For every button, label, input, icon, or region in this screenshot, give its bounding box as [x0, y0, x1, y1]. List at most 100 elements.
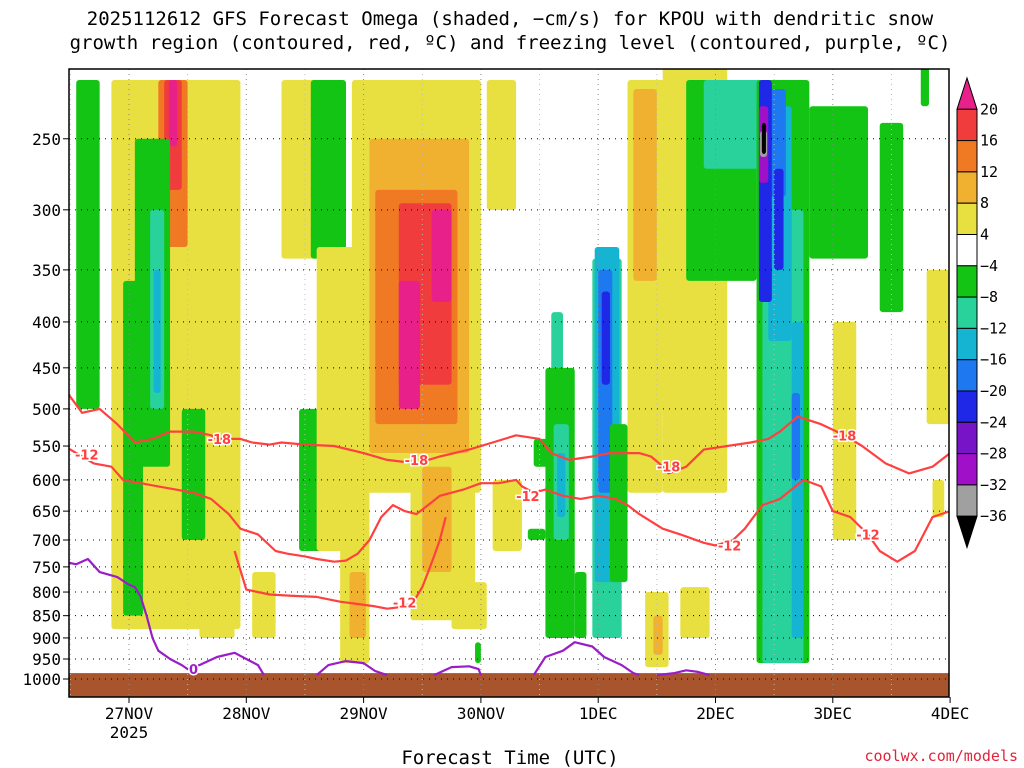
- contour-label: -12: [516, 490, 540, 505]
- contour-label: -18: [833, 429, 857, 444]
- omega-patch: [633, 88, 657, 281]
- y-tick-label: 300: [32, 201, 61, 220]
- omega-patch: [199, 596, 235, 638]
- freezing-level-0b: [315, 660, 388, 677]
- freezing-level-0: [69, 557, 265, 676]
- freezing-level-0e: [656, 669, 710, 677]
- colorbar-segment: [956, 108, 978, 142]
- dgz-bottom-minus-12: [69, 447, 949, 563]
- omega-patch: [680, 587, 710, 638]
- omega-patch: [422, 466, 452, 573]
- y-tick-label: 350: [32, 261, 61, 280]
- omega-patch: [932, 479, 945, 518]
- dgz-top-minus-18: [69, 393, 253, 444]
- colorbar-label: −32: [980, 476, 1007, 494]
- colorbar-bottom-triangle: [956, 515, 978, 550]
- omega-patch: [527, 528, 546, 541]
- title-line-2: growth region (contoured, red, ºC) and f…: [70, 32, 951, 54]
- y-tick-label: 850: [32, 607, 61, 626]
- omega-patch: [557, 453, 566, 518]
- omega-patch: [879, 122, 904, 313]
- omega-patch: [252, 572, 276, 638]
- x-tick-label: 4DEC: [931, 704, 970, 723]
- colorbar-top-triangle: [956, 76, 978, 110]
- omega-patch: [703, 80, 763, 169]
- x-axis-label: Forecast Time (UTC): [401, 747, 618, 768]
- omega-patch: [492, 479, 522, 551]
- colorbar-label: −36: [980, 507, 1007, 525]
- colorbar-label: −4: [980, 257, 998, 275]
- omega-patch: [574, 572, 587, 638]
- omega-patch: [920, 69, 929, 107]
- x-tick-label: 2DEC: [696, 704, 735, 723]
- terrain-fill: [69, 673, 949, 697]
- omega-patch: [168, 80, 178, 147]
- omega-patch: [832, 321, 857, 541]
- y-tick-label: 250: [32, 130, 61, 149]
- y-tick-label: 450: [32, 359, 61, 378]
- colorbar-label: −20: [980, 382, 1007, 400]
- colorbar-segment: [956, 421, 978, 455]
- omega-patch: [76, 80, 100, 409]
- title-line-1: 2025112612 GFS Forecast Omega (shaded, −…: [87, 8, 934, 30]
- colorbar-label: 16: [980, 132, 998, 150]
- contours: -12 -18 -18 -12 -18 -12 -12 -18 -12 0: [69, 393, 949, 680]
- colorbar-label: 8: [980, 194, 989, 212]
- y-tick-label: 650: [32, 502, 61, 521]
- colorbar-label: −12: [980, 319, 1007, 337]
- colorbar-segment: [956, 140, 978, 173]
- x-tick-label: 30NOV: [457, 704, 506, 723]
- colorbar: 20 16 12 8 4 −4 −8 −12 −16 −20 −24 −28 −32 −36: [956, 76, 1007, 550]
- colorbar-segment: [956, 327, 978, 361]
- y-tick-label: 750: [32, 558, 61, 577]
- terrain-band: [69, 673, 949, 697]
- y-tick-label: 400: [32, 313, 61, 332]
- colorbar-label: 20: [980, 100, 998, 118]
- dgz-bottom-minus-12b: [233, 516, 447, 610]
- omega-patch: [609, 424, 628, 583]
- colorbar-segment: [956, 359, 978, 392]
- y-tick-label: 600: [32, 471, 61, 490]
- x-tick-label: 3DEC: [814, 704, 853, 723]
- colorbar-segment: [956, 453, 978, 486]
- omega-patch: [791, 392, 800, 480]
- y-tick-label: 500: [32, 400, 61, 419]
- freezing-level-0c: [433, 665, 482, 677]
- x-tick-label: 27NOV: [105, 704, 154, 723]
- freezing-level-0d: [532, 641, 640, 677]
- y-tick-label: 950: [32, 650, 61, 669]
- x-tick-label: 28NOV: [222, 704, 271, 723]
- y-axis: 250 300 350 400 450 500 550 600 650 700 750 800 850 9…: [22, 130, 69, 689]
- y-tick-label: 900: [32, 629, 61, 648]
- credit: coolwx.com/models: [864, 747, 1018, 765]
- contour-label: -12: [393, 597, 417, 612]
- contour-label: 0: [189, 663, 198, 678]
- omega-patch: [153, 269, 161, 393]
- x-tick-label: 1DEC: [579, 704, 618, 723]
- y-tick-label: 700: [32, 531, 61, 550]
- y-tick-label: 550: [32, 437, 61, 456]
- omega-patch: [310, 80, 347, 259]
- omega-shading: [76, 69, 949, 668]
- omega-patch: [451, 582, 487, 630]
- contour-label: -12: [75, 448, 99, 463]
- omega-patch: [181, 408, 206, 541]
- colorbar-segment: [956, 390, 978, 423]
- omega-patch: [761, 122, 766, 155]
- omega-patch: [809, 106, 868, 259]
- contour-label: -18: [208, 433, 232, 448]
- omega-patch: [431, 209, 452, 302]
- colorbar-segment: [956, 171, 978, 204]
- omega-patch: [774, 168, 784, 270]
- colorbar-label: 4: [980, 226, 989, 244]
- colorbar-label: −24: [980, 413, 1007, 431]
- omega-patch: [601, 291, 610, 385]
- contour-label: -18: [405, 454, 429, 469]
- y-tick-label: 800: [32, 583, 61, 602]
- contour-label: -12: [856, 528, 880, 543]
- omega-patch: [926, 269, 949, 425]
- contour-label: -12: [718, 540, 742, 555]
- colorbar-segment: [956, 202, 978, 235]
